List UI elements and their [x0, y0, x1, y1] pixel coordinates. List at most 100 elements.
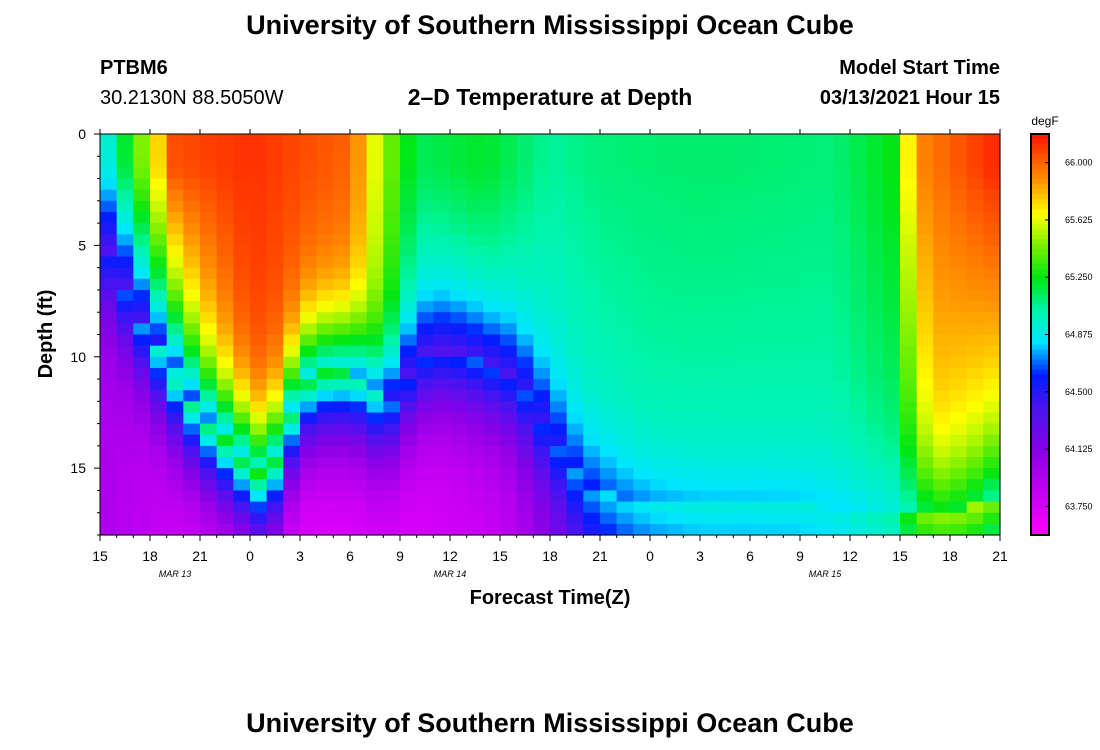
heatmap-cell — [433, 134, 451, 146]
heatmap-cell — [116, 490, 134, 503]
heatmap-cell — [700, 512, 718, 525]
heatmap-cell — [383, 379, 401, 391]
heatmap-cell — [466, 234, 484, 246]
heatmap-cell — [950, 334, 968, 347]
heatmap-cell — [816, 200, 834, 213]
heatmap-cell — [483, 356, 501, 369]
heatmap-cell — [583, 301, 601, 313]
heatmap-cell — [350, 189, 368, 202]
colorbar-segment — [1031, 439, 1049, 446]
heatmap-cell — [750, 390, 768, 402]
heatmap-cell — [966, 501, 984, 514]
heatmap-cell — [716, 379, 734, 391]
heatmap-cell — [966, 401, 984, 414]
heatmap-cell — [166, 211, 184, 224]
heatmap-cell — [916, 256, 934, 269]
heatmap-cell — [933, 468, 951, 480]
colorbar-segment — [1031, 499, 1049, 506]
heatmap-cell — [766, 256, 784, 269]
heatmap-cell — [533, 457, 551, 469]
heatmap-cell — [866, 312, 884, 324]
heatmap-cell — [900, 512, 918, 525]
heatmap-cell — [400, 256, 418, 269]
heatmap-cell — [550, 189, 568, 202]
heatmap-cell — [100, 356, 118, 369]
heatmap-cell — [750, 167, 768, 180]
heatmap-cell — [666, 468, 684, 480]
heatmap-cell — [833, 211, 851, 224]
heatmap-cell — [883, 457, 901, 469]
heatmap-cell — [466, 445, 484, 458]
heatmap-cell — [316, 301, 334, 313]
heatmap-cell — [683, 134, 701, 146]
heatmap-cell — [133, 167, 151, 180]
heatmap-cell — [650, 178, 668, 191]
heatmap-cell — [183, 167, 201, 180]
heatmap-cell — [300, 234, 318, 246]
heatmap-cell — [883, 468, 901, 480]
heatmap-cell — [766, 367, 784, 380]
heatmap-cell — [583, 156, 601, 169]
heatmap-cell — [450, 523, 468, 536]
heatmap-cell — [516, 156, 534, 169]
heatmap-cell — [700, 167, 718, 180]
heatmap-cell — [100, 523, 118, 536]
heatmap-cell — [516, 401, 534, 414]
heatmap-cell — [466, 523, 484, 536]
heatmap-cell — [683, 234, 701, 246]
heatmap-cell — [200, 468, 218, 480]
heatmap-cell — [400, 301, 418, 313]
heatmap-cell — [950, 323, 968, 336]
heatmap-cell — [966, 167, 984, 180]
heatmap-cell — [566, 501, 584, 514]
heatmap-cell — [516, 379, 534, 391]
heatmap-cell — [783, 457, 801, 469]
heatmap-cell — [133, 423, 151, 436]
heatmap-cell — [616, 345, 634, 358]
heatmap-cell — [666, 434, 684, 447]
heatmap-cell — [166, 356, 184, 369]
heatmap-cell — [250, 356, 268, 369]
heatmap-cell — [333, 379, 351, 391]
heatmap-cell — [950, 156, 968, 169]
heatmap-cell — [833, 323, 851, 336]
heatmap-cell — [366, 223, 384, 235]
heatmap-cell — [333, 457, 351, 469]
heatmap-cell — [683, 501, 701, 514]
heatmap-cell — [816, 412, 834, 425]
heatmap-cell — [866, 156, 884, 169]
heatmap-cell — [550, 334, 568, 347]
heatmap-cell — [583, 345, 601, 358]
heatmap-cell — [950, 289, 968, 302]
heatmap-cell — [150, 156, 168, 169]
heatmap-cell — [516, 479, 534, 492]
heatmap-cell — [400, 289, 418, 302]
heatmap-cell — [366, 145, 384, 157]
heatmap-cell — [916, 401, 934, 414]
heatmap-cell — [616, 323, 634, 336]
heatmap-cell — [783, 223, 801, 235]
heatmap-cell — [833, 267, 851, 280]
heatmap-cell — [833, 334, 851, 347]
heatmap-cell — [216, 178, 234, 191]
heatmap-cell — [650, 223, 668, 235]
heatmap-cell — [616, 267, 634, 280]
heatmap-cell — [800, 223, 818, 235]
heatmap-cell — [683, 423, 701, 436]
heatmap-cell — [283, 323, 301, 336]
model-start-label: Model Start Time — [839, 57, 1000, 79]
heatmap-cell — [266, 278, 284, 291]
heatmap-cell — [616, 167, 634, 180]
heatmap-cell — [850, 289, 868, 302]
heatmap-cell — [783, 445, 801, 458]
heatmap-cell — [300, 178, 318, 191]
heatmap-cell — [650, 278, 668, 291]
heatmap-cell — [300, 267, 318, 280]
heatmap-cell — [633, 390, 651, 402]
heatmap-cell — [100, 167, 118, 180]
heatmap-cell — [900, 178, 918, 191]
heatmap-cell — [983, 200, 1001, 213]
colorbar-segment — [1031, 294, 1049, 301]
heatmap-cell — [700, 390, 718, 402]
heatmap-cell — [633, 289, 651, 302]
